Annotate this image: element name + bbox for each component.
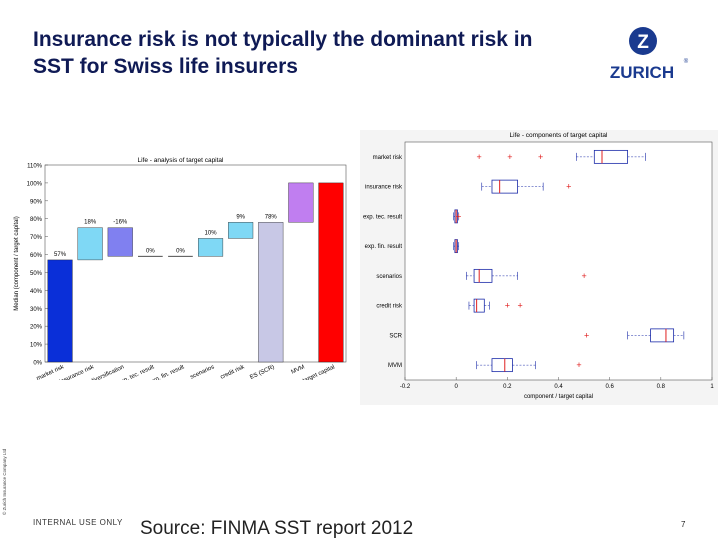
y-tick-label: 30%	[30, 307, 43, 313]
x-tick-label: 0.4	[554, 384, 563, 390]
waterfall-bar	[77, 227, 103, 261]
y-tick-label: 60%	[30, 253, 43, 259]
category-label: exp. tec. result	[363, 214, 402, 220]
x-tick-label: MVM	[290, 364, 305, 375]
x-tick-label: -0.2	[400, 384, 411, 390]
chart-title: Life - components of target capital	[510, 132, 608, 139]
data-label: 10%	[205, 230, 218, 236]
outlier-marker: +	[581, 271, 586, 281]
registered-mark: ®	[684, 58, 689, 65]
x-tick-label: credit risk	[220, 364, 247, 380]
y-tick-label: 90%	[30, 199, 43, 205]
outlier-marker: +	[538, 152, 543, 162]
data-label: 0%	[176, 248, 185, 254]
page-number: 7	[681, 520, 686, 529]
data-label: 18%	[84, 220, 97, 226]
outlier-marker: +	[584, 330, 589, 340]
category-label: exp. fin. result	[365, 244, 403, 250]
outlier-marker: +	[507, 152, 512, 162]
waterfall-bar	[47, 259, 73, 363]
outlier-marker: +	[505, 301, 510, 311]
y-tick-label: 110%	[27, 164, 43, 170]
category-label: credit risk	[376, 304, 403, 310]
zurich-logo-graphic: Z ZURICH ®	[610, 27, 689, 82]
x-tick-label: 0.8	[657, 384, 666, 390]
iqr-box	[650, 328, 675, 343]
outlier-marker: +	[566, 182, 571, 192]
outlier-marker: +	[517, 301, 522, 311]
copyright-note: © Zurich Insurance Company Ltd	[2, 448, 7, 515]
zurich-logo: Z ZURICH ®	[598, 24, 690, 84]
y-tick-label: 100%	[27, 181, 43, 187]
y-tick-label: 50%	[30, 271, 43, 277]
x-tick-label: insurance risk	[59, 364, 96, 380]
waterfall-bar	[198, 238, 224, 257]
waterfall-bar	[228, 222, 254, 239]
source-note: Source: FINMA SST report 2012	[140, 518, 414, 539]
y-tick-label: 20%	[30, 325, 43, 331]
zurich-logo-mark: Z	[637, 32, 649, 53]
category-label: market risk	[373, 155, 403, 161]
plot-frame	[404, 141, 713, 381]
x-tick-label: target capital	[302, 364, 336, 380]
zurich-logo-circle	[629, 27, 657, 55]
waterfall-bar	[318, 182, 344, 363]
data-label: -16%	[113, 220, 128, 226]
x-tick-label: diversification	[90, 364, 125, 380]
x-axis-label: component / target capital	[524, 394, 593, 400]
x-tick-label: exp. fin. result	[149, 364, 186, 380]
x-tick-label: scenarios	[190, 364, 216, 380]
category-label: MVM	[388, 363, 402, 369]
internal-use-label: INTERNAL USE ONLY	[33, 518, 123, 527]
iqr-box	[491, 358, 513, 373]
iqr-box	[473, 298, 485, 313]
waterfall-bar	[258, 222, 284, 363]
outlier-marker: +	[576, 360, 581, 370]
x-tick-label: 0.2	[503, 384, 512, 390]
category-label: insurance risk	[365, 185, 403, 191]
y-axis-label: Median (component / target capital)	[14, 216, 20, 310]
y-tick-label: 40%	[30, 289, 43, 295]
y-tick-label: 80%	[30, 217, 43, 223]
waterfall-bar	[107, 227, 133, 257]
data-label: 0%	[146, 248, 155, 254]
iqr-box	[593, 149, 628, 164]
y-tick-label: 0%	[33, 361, 42, 367]
slide-title: Insurance risk is not typically the domi…	[33, 28, 533, 78]
data-label: 78%	[265, 214, 278, 220]
iqr-box	[491, 179, 518, 194]
chart-title: Life - analysis of target capital	[138, 157, 225, 164]
data-label: 9%	[236, 214, 245, 220]
y-tick-label: 10%	[30, 343, 43, 349]
zurich-logo-wordmark: ZURICH	[610, 63, 674, 82]
outlier-marker: +	[477, 152, 482, 162]
waterfall-chart: Life - analysis of target capital Median …	[14, 157, 347, 380]
outlier-marker: +	[456, 211, 461, 221]
boxplot-chart: Life - components of target capital -0.2 0…	[360, 130, 718, 405]
x-tick-label: ES (SCR)	[249, 364, 275, 380]
data-label: 57%	[54, 252, 67, 258]
iqr-box	[473, 268, 493, 283]
category-label: SCR	[389, 333, 402, 339]
y-tick-label: 70%	[30, 235, 43, 241]
x-tick-label: 0	[454, 384, 458, 390]
category-label: scenarios	[376, 274, 402, 280]
waterfall-bar	[288, 182, 314, 223]
x-tick-label: 0.6	[605, 384, 614, 390]
x-tick-label: 1	[710, 384, 714, 390]
